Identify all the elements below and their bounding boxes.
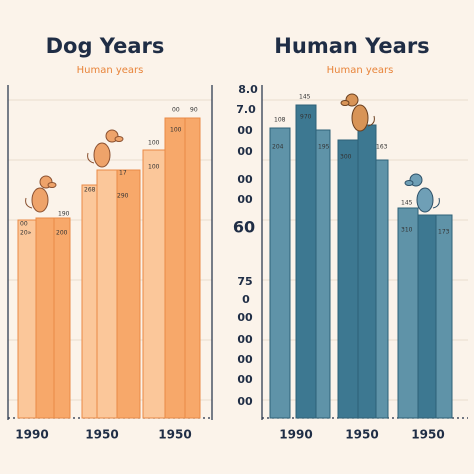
left-title: Dog Years: [46, 34, 165, 58]
y-label: 00: [237, 353, 253, 366]
left-bar-labels: 00 190 20» 200 268 17 290 100 100 00 100…: [20, 107, 198, 237]
x-label: 1950: [85, 428, 118, 442]
right-subtitle: Human years: [327, 65, 394, 76]
x-label: 1990: [15, 428, 48, 442]
y-label: 00: [237, 124, 253, 137]
y-label: 00: [237, 395, 253, 408]
left-bars: [17, 117, 201, 419]
bar-label: 204: [272, 144, 284, 151]
y-label: 7.0: [236, 103, 256, 116]
y-label: 00: [237, 145, 253, 158]
y-label: 00: [237, 193, 253, 206]
y-label: 00: [237, 333, 253, 346]
y-label: 00: [237, 373, 253, 386]
bar-label: 300: [340, 154, 352, 161]
right-bars: [269, 104, 453, 419]
right-y-labels: 8.0 7.0 00 00 00 00 60 75 0 00 00 00 00 …: [233, 83, 258, 408]
bar-label: 100: [148, 164, 160, 171]
bar-label: 00: [172, 107, 180, 114]
right-bar-labels: 108 145 970 204 195 300 163 145 310 173: [272, 94, 450, 236]
bar-label: 00: [20, 221, 28, 228]
bar-label: 195: [318, 144, 330, 151]
bar-label: 90: [190, 107, 198, 114]
y-label: 00: [237, 173, 253, 186]
bar-label: 163: [376, 144, 388, 151]
bar-label: 20»: [20, 230, 32, 237]
x-labels: 1990 1950 1950 1990 1950 1950: [15, 428, 444, 442]
x-label: 1990: [279, 428, 312, 442]
right-title: Human Years: [274, 34, 429, 58]
x-label: 1950: [158, 428, 191, 442]
bar-label: 200: [56, 230, 68, 237]
bar-label: 268: [84, 187, 96, 194]
bar-label: 145: [401, 200, 413, 207]
x-label: 1950: [411, 428, 444, 442]
y-label: 00: [237, 311, 253, 324]
bar-label: 310: [401, 227, 413, 234]
bar-label: 100: [148, 140, 160, 147]
bar-label: 173: [438, 229, 450, 236]
left-subtitle: Human years: [77, 65, 144, 76]
x-label: 1950: [345, 428, 378, 442]
bar-label: 17: [119, 170, 127, 177]
y-label: 75: [237, 275, 252, 288]
bar-label: 100: [170, 127, 182, 134]
dogs: [25, 93, 440, 213]
y-label: 8.0: [238, 83, 258, 96]
bar-label: 190: [58, 211, 70, 218]
y-label: 60: [233, 218, 255, 237]
bar-label: 108: [274, 117, 286, 124]
bar-label: 145: [299, 94, 311, 101]
bar-label: 970: [300, 114, 312, 121]
y-label: 0: [242, 293, 250, 306]
bar-label: 290: [117, 193, 129, 200]
